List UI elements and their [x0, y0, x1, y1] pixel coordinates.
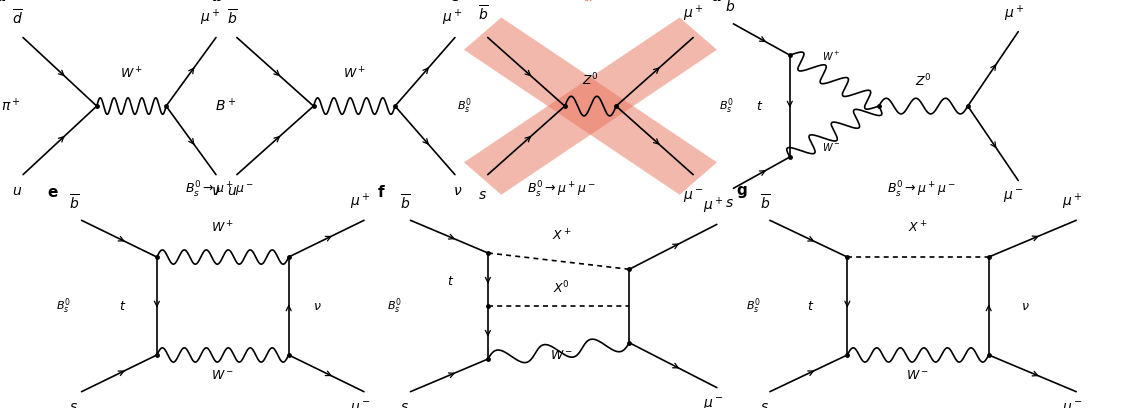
Text: $Z^0$: $Z^0$ — [915, 73, 932, 89]
Text: $\overline{b}$: $\overline{b}$ — [400, 193, 411, 212]
Text: $\mu^-$: $\mu^-$ — [682, 188, 703, 205]
Text: $\mu^+$: $\mu^+$ — [682, 4, 703, 24]
Text: $\overline{b}$: $\overline{b}$ — [760, 193, 770, 212]
Text: $\mathbf{a}$: $\mathbf{a}$ — [0, 0, 6, 4]
Text: $W^+$: $W^+$ — [120, 67, 143, 82]
Text: $X^0$: $X^0$ — [553, 280, 570, 297]
Text: $\nu$: $\nu$ — [1021, 299, 1030, 313]
Text: $\overline{b}$: $\overline{b}$ — [725, 0, 735, 16]
Text: $\pi^+$: $\pi^+$ — [1, 98, 22, 115]
Text: $\mathbf{d}$: $\mathbf{d}$ — [710, 0, 721, 4]
Text: $X^+$: $X^+$ — [908, 220, 928, 235]
Text: $B_s^0 \rightarrow \mu^+\mu^-$: $B_s^0 \rightarrow \mu^+\mu^-$ — [527, 180, 597, 200]
Text: $W^-$: $W^-$ — [906, 369, 930, 382]
Text: $\mu^+$: $\mu^+$ — [442, 7, 462, 28]
Text: $s$: $s$ — [70, 400, 78, 408]
Text: $\nleftrightarrow$: $\nleftrightarrow$ — [581, 0, 594, 4]
Text: $t$: $t$ — [756, 100, 763, 113]
Text: $\overline{b}$: $\overline{b}$ — [70, 193, 80, 212]
Text: $\mu^+\mu^-$: $\mu^+\mu^-$ — [616, 0, 655, 4]
Polygon shape — [464, 18, 717, 195]
Text: $s$: $s$ — [725, 196, 734, 210]
Text: $\mathbf{b}$: $\mathbf{b}$ — [210, 0, 222, 4]
Text: $B_s^0$: $B_s^0$ — [719, 96, 734, 116]
Text: $X^+$: $X^+$ — [552, 228, 572, 244]
Text: $\mathbf{e}$: $\mathbf{e}$ — [47, 185, 58, 200]
Text: $B^+ \rightarrow \mu^+\nu$: $B^+ \rightarrow \mu^+\nu$ — [310, 0, 374, 4]
Text: $W^+$: $W^+$ — [342, 67, 366, 82]
Text: $\overline{b}$: $\overline{b}$ — [227, 9, 238, 28]
Text: $u$: $u$ — [13, 184, 23, 198]
Text: $\mathbf{c}$: $\mathbf{c}$ — [450, 0, 460, 4]
Text: $Z^0$: $Z^0$ — [582, 72, 599, 89]
Text: $W^+$: $W^+$ — [822, 50, 841, 63]
Text: $\mu^-$: $\mu^-$ — [349, 400, 370, 408]
Text: $\pi^+ \rightarrow \mu^+\nu$: $\pi^+ \rightarrow \mu^+\nu$ — [82, 0, 146, 4]
Text: $s$: $s$ — [400, 400, 410, 408]
Text: $\mu^-$: $\mu^-$ — [1003, 188, 1025, 205]
Text: $W^-$: $W^-$ — [211, 369, 234, 382]
Text: $B_s^0$: $B_s^0$ — [534, 0, 550, 4]
Text: $\mathbf{g}$: $\mathbf{g}$ — [736, 184, 747, 200]
Text: $\overline{d}$: $\overline{d}$ — [13, 9, 23, 28]
Text: $B_s^0$: $B_s^0$ — [746, 296, 761, 316]
Text: $\nu$: $\nu$ — [453, 184, 462, 198]
Text: $\mu^+$: $\mu^+$ — [349, 192, 370, 212]
Text: $t$: $t$ — [807, 299, 814, 313]
Text: $s$: $s$ — [478, 188, 486, 202]
Text: $\mu^-$: $\mu^-$ — [703, 396, 723, 408]
Text: $t$: $t$ — [447, 275, 454, 288]
Text: $s$: $s$ — [760, 400, 769, 408]
Text: $t$: $t$ — [119, 299, 126, 313]
Text: $B_s^0 \rightarrow \mu^+\mu^-$: $B_s^0 \rightarrow \mu^+\mu^-$ — [185, 180, 254, 200]
Text: $u$: $u$ — [227, 184, 237, 198]
Text: $\nu$: $\nu$ — [211, 184, 220, 198]
Polygon shape — [464, 18, 717, 195]
Text: $\nu$: $\nu$ — [313, 299, 322, 313]
Text: $B^+$: $B^+$ — [216, 98, 236, 115]
Text: $W^-$: $W^-$ — [822, 141, 841, 153]
Text: $\overline{b}$: $\overline{b}$ — [478, 4, 488, 24]
Text: $\mathbf{f}$: $\mathbf{f}$ — [377, 184, 386, 200]
Text: $\mu^-$: $\mu^-$ — [1062, 400, 1083, 408]
Text: $\mu^+$: $\mu^+$ — [200, 7, 220, 28]
Text: $B_s^0 \rightarrow \mu^+\mu^-$: $B_s^0 \rightarrow \mu^+\mu^-$ — [887, 180, 956, 200]
Text: $W^+$: $W^+$ — [211, 220, 234, 235]
Text: $\mu^+$: $\mu^+$ — [1062, 192, 1083, 212]
Text: $W^-$: $W^-$ — [550, 349, 574, 362]
Text: $B_s^0$: $B_s^0$ — [57, 296, 71, 316]
Text: $\mu^+$: $\mu^+$ — [703, 196, 723, 216]
Text: $B_s^0$: $B_s^0$ — [456, 96, 471, 116]
Text: $\mu^+$: $\mu^+$ — [1004, 4, 1025, 24]
Text: $B_s^0$: $B_s^0$ — [387, 296, 402, 316]
Text: $B_s^0 \rightarrow \mu^+\mu^-$: $B_s^0 \rightarrow \mu^+\mu^-$ — [839, 0, 907, 4]
